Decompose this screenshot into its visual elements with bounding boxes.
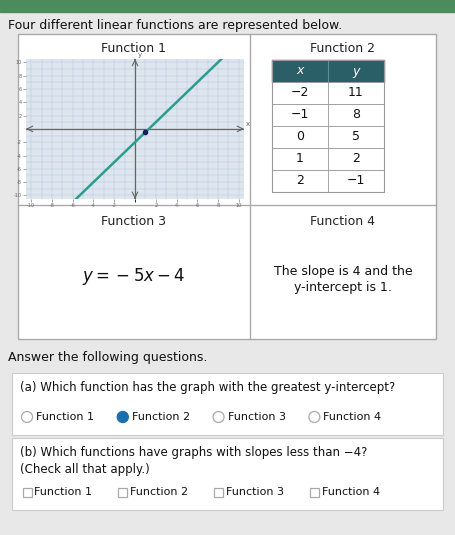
Text: Function 1: Function 1 bbox=[35, 487, 92, 497]
Text: Function 2: Function 2 bbox=[130, 487, 188, 497]
Text: x: x bbox=[246, 121, 250, 127]
Text: y: y bbox=[138, 52, 142, 58]
Bar bbox=[272, 170, 384, 192]
Bar bbox=[0, 0, 455, 12]
Text: −2: −2 bbox=[291, 87, 309, 100]
Text: 8: 8 bbox=[352, 109, 360, 121]
Bar bbox=[272, 60, 384, 82]
Bar bbox=[272, 104, 384, 126]
Text: 1: 1 bbox=[296, 152, 304, 165]
Text: Function 1: Function 1 bbox=[36, 412, 94, 422]
Bar bbox=[272, 148, 384, 170]
Bar bbox=[12, 438, 443, 510]
Text: y-intercept is 1.: y-intercept is 1. bbox=[294, 281, 392, 294]
Text: y: y bbox=[352, 65, 359, 78]
Text: 2: 2 bbox=[296, 174, 304, 187]
Text: Function 4: Function 4 bbox=[310, 215, 375, 228]
Text: 11: 11 bbox=[348, 87, 364, 100]
Text: Function 2: Function 2 bbox=[310, 42, 375, 55]
Text: x: x bbox=[296, 65, 303, 78]
Text: Function 4: Function 4 bbox=[324, 412, 381, 422]
Bar bbox=[18, 34, 436, 339]
Bar bbox=[118, 487, 127, 496]
Text: Four different linear functions are represented below.: Four different linear functions are repr… bbox=[8, 19, 342, 32]
Bar bbox=[272, 82, 384, 104]
Text: Answer the following questions.: Answer the following questions. bbox=[8, 351, 207, 364]
Text: The slope is 4 and the: The slope is 4 and the bbox=[274, 265, 412, 278]
Text: $y=-5x-4$: $y=-5x-4$ bbox=[82, 266, 186, 287]
Text: Function 3: Function 3 bbox=[226, 487, 284, 497]
Bar bbox=[214, 487, 223, 496]
Text: Function 1: Function 1 bbox=[101, 42, 167, 55]
Text: (Check all that apply.): (Check all that apply.) bbox=[20, 463, 150, 476]
Text: 5: 5 bbox=[352, 131, 360, 143]
Text: (a) Which function has the graph with the greatest y-intercept?: (a) Which function has the graph with th… bbox=[20, 381, 395, 394]
Text: −1: −1 bbox=[347, 174, 365, 187]
Bar bbox=[310, 487, 319, 496]
Circle shape bbox=[117, 411, 128, 423]
Text: Function 2: Function 2 bbox=[132, 412, 190, 422]
Text: Function 3: Function 3 bbox=[228, 412, 286, 422]
Bar bbox=[272, 60, 384, 192]
Text: −1: −1 bbox=[291, 109, 309, 121]
Bar bbox=[272, 126, 384, 148]
Text: 0: 0 bbox=[296, 131, 304, 143]
Text: Function 3: Function 3 bbox=[101, 215, 167, 228]
Bar bbox=[22, 487, 31, 496]
Bar bbox=[12, 373, 443, 435]
Text: (b) Which functions have graphs with slopes less than −4?: (b) Which functions have graphs with slo… bbox=[20, 446, 367, 459]
Text: 2: 2 bbox=[352, 152, 360, 165]
Text: Function 4: Function 4 bbox=[322, 487, 380, 497]
